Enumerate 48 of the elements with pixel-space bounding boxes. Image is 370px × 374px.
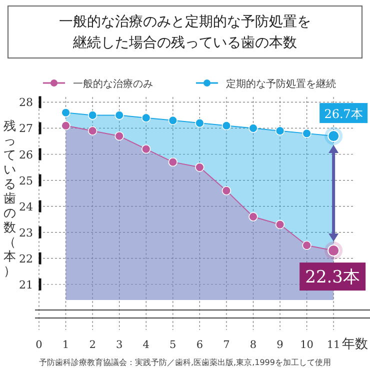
text: 予防歯科診療教育協議会：実践予防／歯科,医歯薬出版,東京,1999を加工して使用: [39, 358, 331, 367]
point: [222, 186, 232, 196]
point: [195, 118, 204, 128]
legend-label: 一般的な治療のみ: [73, 78, 153, 90]
y-tick-label: 21: [19, 278, 33, 292]
point: [61, 121, 70, 130]
y-tick-label: 22: [19, 252, 33, 266]
point: [302, 128, 312, 138]
x-tick-label: 10: [300, 339, 314, 351]
point: [142, 113, 151, 122]
point: [168, 116, 178, 126]
x-tick-label: 0: [36, 339, 42, 351]
point: [88, 110, 98, 120]
y-tick-label: 26: [19, 148, 33, 162]
y-tick-label: 25: [19, 174, 33, 188]
point: [248, 124, 258, 133]
y-tick-label: 23: [19, 226, 33, 240]
x-tick-label: 8: [250, 339, 257, 351]
point: [248, 212, 258, 222]
x-tick-label: 1: [62, 339, 70, 351]
x-tick-label: 4: [142, 339, 150, 351]
annotation: 26.7本: [324, 107, 363, 122]
point: [195, 162, 204, 172]
chart-title: 一般的な治療のみと定期的な予防処置を継続した場合の残っている歯の本数: [59, 14, 311, 51]
point: [302, 240, 312, 250]
point: [222, 121, 232, 130]
annotation: 22.3本: [305, 268, 360, 288]
x-tick-label: 6: [196, 339, 204, 351]
x-tick-label: 7: [223, 339, 230, 351]
x-tick-label: 11: [326, 339, 340, 351]
point: [114, 131, 124, 141]
point: [275, 126, 285, 136]
x-tick-label: 9: [276, 339, 284, 351]
point: [114, 110, 124, 120]
x-tick-label: 5: [170, 339, 176, 351]
x-tick-label: 2: [89, 339, 96, 351]
legend-label: 定期的な予防処置を継続: [226, 78, 336, 90]
point: [275, 220, 285, 230]
point: [61, 108, 70, 118]
point: [142, 144, 151, 154]
point: [88, 126, 98, 136]
x-axis-title: 年数: [342, 337, 368, 352]
point: [168, 157, 178, 167]
y-tick-label: 28: [19, 96, 33, 110]
y-tick-label: 27: [19, 122, 33, 136]
text: 残っている歯の数（本）: [4, 118, 16, 278]
x-tick-label: 3: [116, 339, 123, 351]
y-tick-label: 24: [19, 200, 33, 214]
